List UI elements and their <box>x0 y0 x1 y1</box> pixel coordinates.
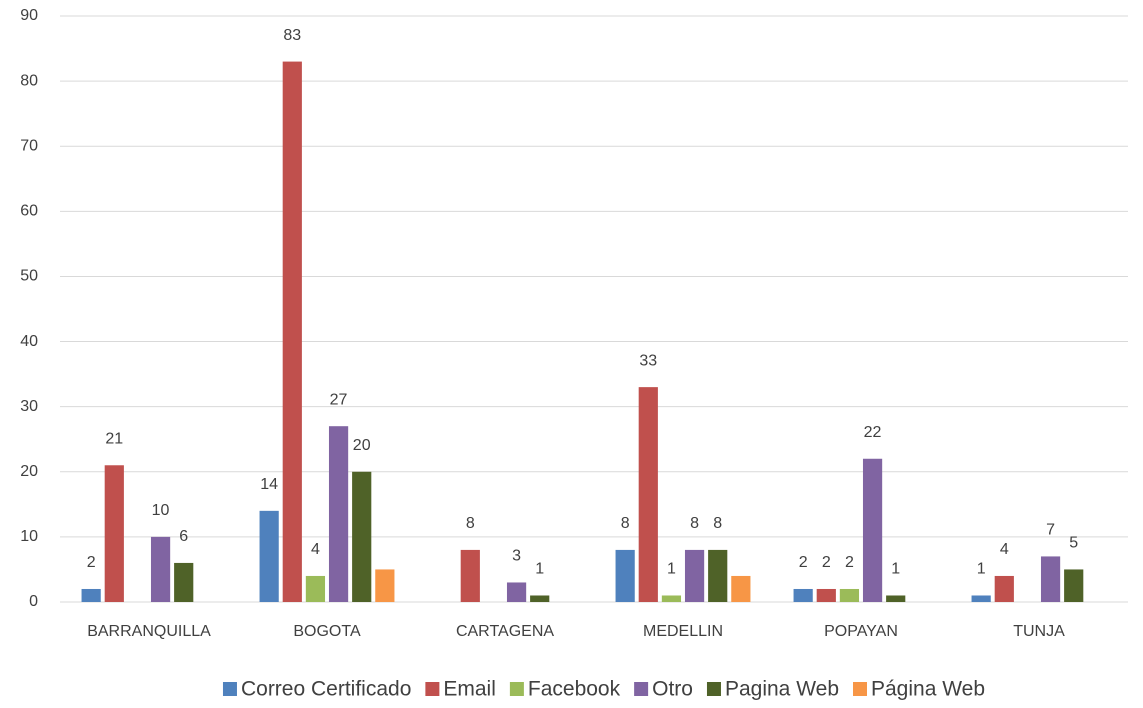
data-label: 20 <box>353 437 371 454</box>
data-label: 27 <box>330 391 348 408</box>
y-tick-label: 10 <box>20 528 38 545</box>
y-tick-label: 60 <box>20 203 38 220</box>
y-tick-label: 70 <box>20 137 38 154</box>
bar <box>352 471 372 602</box>
legend-swatch <box>853 682 867 696</box>
legend-label: Otro <box>652 678 693 701</box>
data-label: 2 <box>845 554 854 571</box>
data-label: 8 <box>713 515 722 532</box>
y-tick-label: 80 <box>20 72 38 89</box>
legend-swatch <box>706 682 721 696</box>
bar <box>305 575 326 602</box>
data-label: 1 <box>891 561 900 578</box>
data-label: 2 <box>87 554 96 571</box>
legend-label: Pagina Web <box>725 678 839 701</box>
y-tick-label: 20 <box>20 463 38 480</box>
data-label: 5 <box>1069 535 1078 552</box>
legend-swatch <box>634 682 649 696</box>
x-tick-label: POPAYAN <box>824 623 898 640</box>
legend-swatch <box>425 682 440 696</box>
bar <box>259 510 279 602</box>
bar <box>971 595 991 602</box>
bar <box>816 588 836 602</box>
data-label: 14 <box>260 476 278 493</box>
y-tick-label: 50 <box>20 268 38 285</box>
data-label: 22 <box>864 424 882 441</box>
bar <box>1064 569 1084 602</box>
data-label: 83 <box>283 27 301 44</box>
legend-swatch <box>509 682 524 696</box>
data-label: 2 <box>799 554 808 571</box>
x-tick-label: CARTAGENA <box>456 623 554 640</box>
bar <box>1040 556 1061 602</box>
bar <box>530 595 550 602</box>
data-label: 21 <box>105 430 123 447</box>
data-label: 7 <box>1046 522 1055 539</box>
bar <box>460 549 480 602</box>
bar <box>328 426 349 602</box>
x-tick-label: BARRANQUILLA <box>87 623 211 640</box>
bar <box>506 582 527 602</box>
bar <box>684 549 705 602</box>
bar <box>708 549 728 602</box>
bar <box>886 595 906 602</box>
legend-label: Correo Certificado <box>241 678 411 701</box>
data-label: 8 <box>690 515 699 532</box>
bar <box>174 562 194 602</box>
data-label: 1 <box>535 561 544 578</box>
y-tick-label: 90 <box>20 7 38 24</box>
bar <box>994 575 1014 602</box>
bar <box>375 569 395 602</box>
legend-swatch <box>222 682 237 696</box>
bar <box>282 61 302 603</box>
data-label: 2 <box>822 554 831 571</box>
x-tick-label: MEDELLIN <box>643 623 723 640</box>
x-tick-label: BOGOTA <box>293 623 361 640</box>
y-tick-label: 0 <box>29 593 38 610</box>
bar <box>839 588 860 602</box>
bar <box>81 588 101 602</box>
bar <box>638 387 658 602</box>
data-label: 33 <box>639 352 657 369</box>
data-label: 8 <box>621 515 630 532</box>
bar <box>862 458 883 602</box>
data-label: 3 <box>512 548 521 565</box>
bar <box>104 465 124 602</box>
x-tick-label: TUNJA <box>1013 623 1065 640</box>
legend-label: Email <box>443 678 496 701</box>
y-tick-label: 40 <box>20 333 38 350</box>
data-label: 4 <box>1000 541 1009 558</box>
y-tick-label: 30 <box>20 398 38 415</box>
legend-label: Facebook <box>528 678 621 701</box>
data-label: 1 <box>977 561 986 578</box>
bar <box>150 536 171 602</box>
bar <box>793 588 813 602</box>
data-label: 8 <box>466 515 475 532</box>
bar <box>731 575 751 602</box>
data-label: 10 <box>152 502 170 519</box>
bar <box>615 549 635 602</box>
data-label: 6 <box>179 528 188 545</box>
data-label: 1 <box>667 561 676 578</box>
bar <box>661 595 682 602</box>
legend-label: Página Web <box>871 678 985 701</box>
data-label: 4 <box>311 541 320 558</box>
